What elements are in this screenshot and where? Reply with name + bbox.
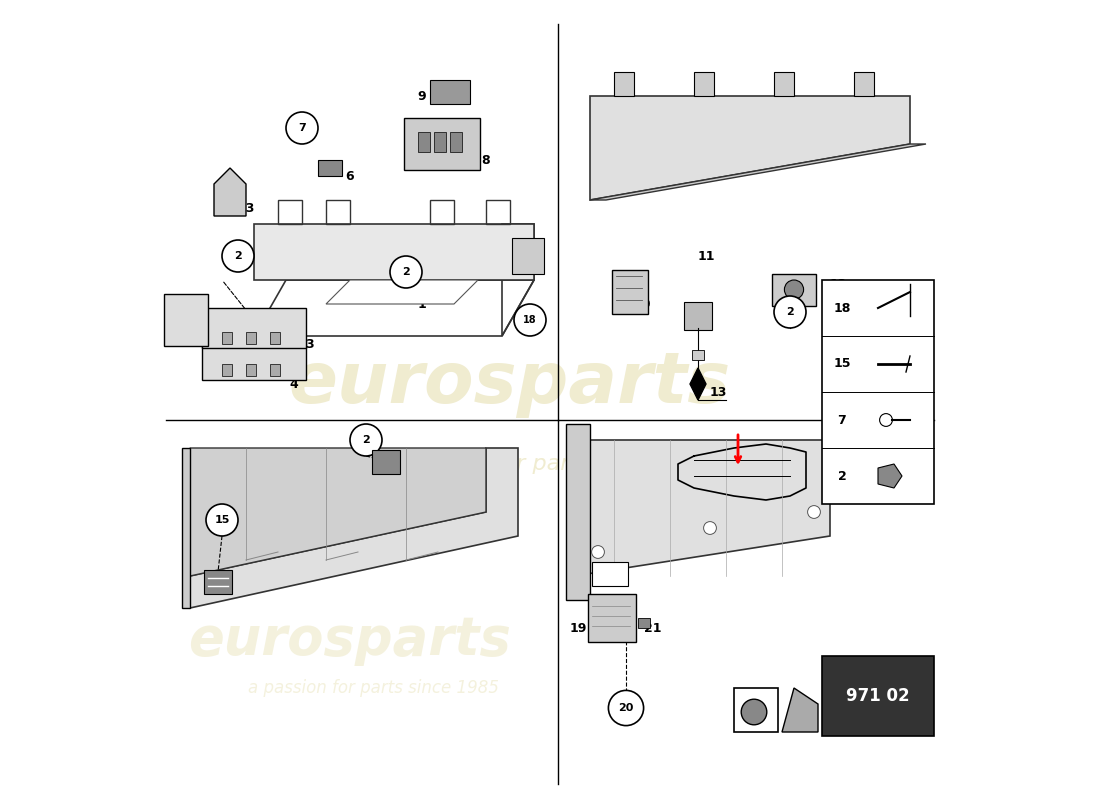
FancyBboxPatch shape <box>164 294 208 346</box>
Circle shape <box>592 546 604 558</box>
Text: 17: 17 <box>517 234 535 246</box>
Text: 2: 2 <box>837 470 846 482</box>
Text: eurosparts: eurosparts <box>188 614 512 666</box>
Text: 18: 18 <box>834 302 850 314</box>
Circle shape <box>880 414 892 426</box>
Text: 4: 4 <box>289 378 298 390</box>
Polygon shape <box>590 96 910 200</box>
Text: 11: 11 <box>697 250 715 262</box>
Bar <box>222 364 232 376</box>
Text: 19: 19 <box>570 622 586 634</box>
Text: 13: 13 <box>710 386 727 398</box>
Polygon shape <box>774 72 794 96</box>
Circle shape <box>608 690 644 726</box>
Polygon shape <box>190 448 518 608</box>
Text: 7: 7 <box>298 123 306 133</box>
Bar <box>692 350 704 360</box>
Text: a passion for parts since 1985: a passion for parts since 1985 <box>382 454 718 474</box>
Circle shape <box>286 112 318 144</box>
Polygon shape <box>690 368 706 400</box>
Polygon shape <box>326 280 478 304</box>
FancyBboxPatch shape <box>512 238 544 274</box>
Bar <box>246 364 255 376</box>
Text: 2: 2 <box>786 307 794 317</box>
Bar <box>734 688 778 732</box>
Bar <box>270 332 279 344</box>
Text: 2: 2 <box>362 435 370 445</box>
Bar <box>222 332 232 344</box>
Bar <box>418 132 430 152</box>
Text: 15: 15 <box>214 515 230 525</box>
Text: 15: 15 <box>834 358 850 370</box>
FancyBboxPatch shape <box>202 340 306 380</box>
Circle shape <box>222 240 254 272</box>
Circle shape <box>514 304 546 336</box>
Polygon shape <box>590 144 926 200</box>
Polygon shape <box>182 448 190 608</box>
Text: 6: 6 <box>345 170 354 182</box>
Text: 7: 7 <box>837 414 846 426</box>
Circle shape <box>784 280 804 299</box>
Polygon shape <box>574 440 830 576</box>
FancyBboxPatch shape <box>404 118 481 170</box>
Text: a passion for parts since 1985: a passion for parts since 1985 <box>249 679 499 697</box>
Polygon shape <box>878 464 902 488</box>
Circle shape <box>206 504 238 536</box>
FancyBboxPatch shape <box>373 450 399 474</box>
Circle shape <box>774 296 806 328</box>
Polygon shape <box>566 424 590 600</box>
Polygon shape <box>614 72 634 96</box>
FancyBboxPatch shape <box>202 308 306 348</box>
FancyBboxPatch shape <box>593 562 628 586</box>
Bar <box>822 280 934 504</box>
FancyBboxPatch shape <box>771 274 816 306</box>
Polygon shape <box>254 224 534 280</box>
Text: 3: 3 <box>306 338 315 350</box>
Polygon shape <box>854 72 874 96</box>
Circle shape <box>741 699 767 725</box>
FancyBboxPatch shape <box>684 302 712 330</box>
FancyBboxPatch shape <box>587 594 637 642</box>
Polygon shape <box>782 688 818 732</box>
Circle shape <box>390 256 422 288</box>
Text: 18: 18 <box>524 315 537 325</box>
Text: eurosparts: eurosparts <box>289 350 732 418</box>
Polygon shape <box>430 80 470 104</box>
Bar <box>270 364 279 376</box>
Text: 21: 21 <box>644 622 661 634</box>
Text: 5: 5 <box>186 314 195 326</box>
Polygon shape <box>214 168 246 216</box>
Bar <box>822 656 934 736</box>
Text: 12: 12 <box>829 278 847 290</box>
Polygon shape <box>318 160 342 176</box>
Text: 971 02: 971 02 <box>846 687 910 705</box>
Bar <box>246 332 255 344</box>
Bar <box>450 132 462 152</box>
Circle shape <box>350 424 382 456</box>
Text: 23: 23 <box>238 202 255 214</box>
Polygon shape <box>678 444 806 500</box>
Text: 1: 1 <box>418 298 427 310</box>
Circle shape <box>807 506 821 518</box>
Text: 14: 14 <box>333 458 351 470</box>
Text: 16: 16 <box>201 582 219 594</box>
Text: 2: 2 <box>403 267 410 277</box>
Bar <box>638 618 650 628</box>
FancyBboxPatch shape <box>612 270 648 314</box>
Text: 9: 9 <box>418 90 427 102</box>
Text: 8: 8 <box>482 154 491 166</box>
Text: 2: 2 <box>234 251 242 261</box>
Polygon shape <box>190 448 486 576</box>
Circle shape <box>704 522 716 534</box>
Text: 22: 22 <box>570 571 586 584</box>
Text: 20: 20 <box>618 703 634 713</box>
Text: 10: 10 <box>634 298 651 310</box>
FancyBboxPatch shape <box>205 570 232 594</box>
Bar <box>434 132 446 152</box>
Polygon shape <box>694 72 714 96</box>
